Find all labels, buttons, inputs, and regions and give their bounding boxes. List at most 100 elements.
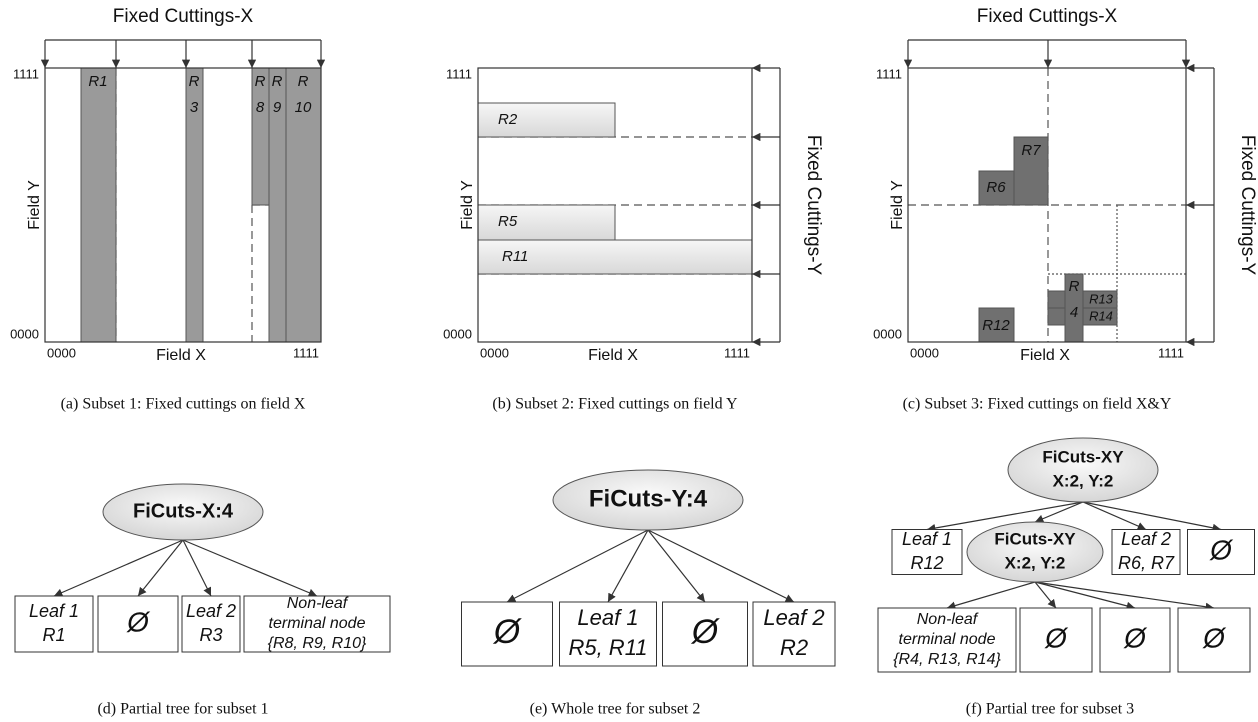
caption: (d) Partial tree for subset 1 bbox=[97, 701, 268, 718]
rule-rect bbox=[477, 102, 616, 138]
node-label: R6, R7 bbox=[1118, 553, 1175, 573]
caption: (a) Subset 1: Fixed cuttings on field X bbox=[61, 396, 306, 413]
plot-box bbox=[44, 67, 322, 343]
node-label: Leaf 2 bbox=[763, 605, 824, 630]
cut-y-label: Fixed Cuttings-Y bbox=[803, 135, 824, 276]
line bbox=[53, 539, 184, 597]
x-axis-label: Field X bbox=[156, 347, 206, 364]
tree-node bbox=[891, 529, 963, 575]
line bbox=[1034, 581, 1057, 609]
rule-label: R bbox=[189, 73, 200, 90]
caption: (e) Whole tree for subset 2 bbox=[530, 701, 701, 718]
y-axis-label: Field Y bbox=[26, 180, 43, 230]
rule-rect bbox=[1013, 136, 1049, 206]
node-label: Leaf 2 bbox=[186, 601, 236, 621]
caption: (c) Subset 3: Fixed cuttings on field X&… bbox=[903, 396, 1172, 413]
tree-node bbox=[1099, 607, 1171, 673]
tree-node bbox=[97, 595, 179, 653]
cut-x-label: Fixed Cuttings-X bbox=[977, 6, 1118, 27]
rule-label: R2 bbox=[498, 111, 518, 128]
y-start-label: 0000 bbox=[10, 326, 39, 341]
x-axis-label: Field X bbox=[588, 347, 638, 364]
line bbox=[182, 539, 318, 597]
tree-node bbox=[559, 601, 657, 667]
node-label: Ø bbox=[1209, 534, 1234, 565]
rule-label: R13 bbox=[1089, 291, 1114, 306]
rule-label: 4 bbox=[1070, 304, 1078, 321]
root-label: FiCuts-X:4 bbox=[133, 500, 234, 522]
line bbox=[647, 529, 706, 603]
y-axis-label: Field Y bbox=[459, 180, 476, 230]
tree-node bbox=[752, 601, 836, 667]
line bbox=[926, 501, 1084, 533]
tree-root bbox=[552, 469, 744, 531]
root-label: X:2, Y:2 bbox=[1053, 471, 1114, 490]
tree-node bbox=[1187, 529, 1255, 575]
line bbox=[1082, 501, 1222, 532]
x-end-label: 1111 bbox=[293, 345, 319, 360]
line bbox=[1034, 501, 1084, 523]
rule-label: R5 bbox=[498, 213, 518, 230]
node-label: Non-leaf bbox=[287, 595, 349, 612]
rule-rect bbox=[477, 239, 753, 275]
line bbox=[946, 581, 1036, 610]
tree-node bbox=[877, 607, 1017, 673]
y-start-label: 0000 bbox=[443, 326, 472, 341]
rule-label: R1 bbox=[88, 73, 107, 90]
tree-node bbox=[243, 595, 391, 653]
node-label: R1 bbox=[42, 625, 65, 645]
rule-label: 8 bbox=[256, 99, 265, 116]
line bbox=[647, 529, 795, 603]
rule-label: R6 bbox=[986, 179, 1006, 196]
rule-label: 9 bbox=[273, 99, 282, 116]
rule-label: 3 bbox=[190, 99, 199, 116]
rule-label: R7 bbox=[1021, 142, 1041, 159]
node-label: Ø bbox=[691, 613, 721, 651]
node-label: Ø bbox=[493, 613, 523, 651]
cut-y-label: Fixed Cuttings-Y bbox=[1237, 135, 1258, 276]
tree-node bbox=[1177, 607, 1251, 673]
node-label: R2 bbox=[780, 635, 808, 660]
node-label: {R4, R13, R14} bbox=[893, 651, 1001, 668]
line bbox=[607, 529, 649, 603]
tree-node bbox=[181, 595, 241, 653]
rule-label: R11 bbox=[502, 248, 528, 265]
root-label: FiCuts-Y:4 bbox=[589, 485, 708, 512]
node-label: {R8, R9, R10} bbox=[268, 635, 367, 652]
tree-node bbox=[461, 601, 553, 667]
rule-label: R bbox=[1069, 278, 1080, 295]
rule-rect bbox=[80, 67, 117, 343]
rule-rect bbox=[285, 67, 322, 343]
node-label: R3 bbox=[199, 625, 222, 645]
node-label: terminal node bbox=[269, 615, 366, 632]
line bbox=[137, 539, 184, 597]
rule-rect bbox=[477, 204, 616, 241]
tree-root bbox=[966, 521, 1104, 583]
x-end-label: 1111 bbox=[1158, 345, 1184, 360]
tree-root bbox=[102, 483, 264, 541]
line bbox=[182, 539, 212, 597]
tree-node bbox=[1019, 607, 1093, 673]
x-axis-label: Field X bbox=[1020, 347, 1070, 364]
node-label: Ø bbox=[1044, 622, 1069, 653]
node-label: Leaf 1 bbox=[29, 601, 79, 621]
rule-label: R14 bbox=[1089, 308, 1113, 323]
rule-rect bbox=[978, 307, 1015, 343]
rule-label: R bbox=[272, 73, 283, 90]
tree-node bbox=[1111, 529, 1181, 575]
x-end-label: 1111 bbox=[724, 345, 750, 360]
y-end-label: 1111 bbox=[13, 66, 39, 81]
caption: (f) Partial tree for subset 3 bbox=[966, 701, 1134, 718]
node-label: Leaf 2 bbox=[1121, 529, 1171, 549]
line bbox=[1034, 581, 1136, 610]
x-start-label: 0000 bbox=[480, 345, 509, 360]
root-label: FiCuts-XY bbox=[994, 529, 1076, 548]
node-label: R12 bbox=[910, 553, 943, 573]
node-label: Ø bbox=[1123, 622, 1148, 653]
rule-label: 10 bbox=[295, 99, 312, 116]
y-end-label: 1111 bbox=[446, 66, 472, 81]
tree-node bbox=[662, 601, 748, 667]
node-label: R5, R11 bbox=[568, 635, 647, 660]
node-label: Leaf 1 bbox=[902, 529, 952, 549]
